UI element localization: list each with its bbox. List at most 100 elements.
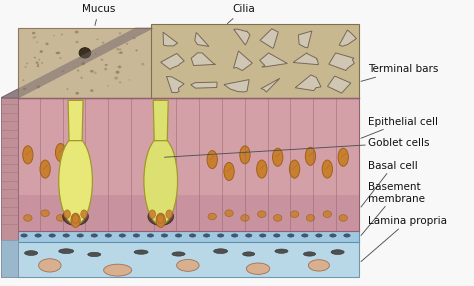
Polygon shape: [17, 240, 359, 277]
Ellipse shape: [144, 137, 178, 225]
Text: Goblet cells: Goblet cells: [164, 138, 429, 157]
Ellipse shape: [243, 252, 255, 256]
Ellipse shape: [273, 148, 283, 166]
Ellipse shape: [329, 234, 336, 237]
Ellipse shape: [231, 234, 238, 237]
Polygon shape: [161, 53, 184, 69]
Ellipse shape: [246, 263, 270, 274]
Ellipse shape: [218, 234, 224, 237]
Ellipse shape: [97, 39, 99, 40]
Polygon shape: [339, 30, 356, 46]
Ellipse shape: [175, 234, 182, 237]
Ellipse shape: [157, 214, 164, 223]
Ellipse shape: [55, 52, 59, 54]
Ellipse shape: [102, 42, 104, 44]
Ellipse shape: [257, 211, 266, 217]
Ellipse shape: [126, 43, 128, 45]
Ellipse shape: [107, 85, 109, 87]
Ellipse shape: [91, 234, 98, 237]
Polygon shape: [224, 80, 249, 92]
Ellipse shape: [90, 70, 94, 73]
Polygon shape: [0, 98, 18, 277]
Ellipse shape: [241, 214, 249, 221]
Ellipse shape: [81, 77, 83, 79]
Ellipse shape: [149, 210, 155, 219]
Ellipse shape: [305, 147, 316, 165]
Ellipse shape: [147, 234, 154, 237]
Ellipse shape: [75, 92, 79, 95]
Polygon shape: [260, 53, 287, 67]
Ellipse shape: [134, 250, 148, 254]
Ellipse shape: [61, 34, 63, 35]
Text: Epithelial cell: Epithelial cell: [361, 117, 438, 138]
Ellipse shape: [23, 80, 25, 81]
Ellipse shape: [303, 252, 316, 256]
Ellipse shape: [316, 234, 322, 237]
Ellipse shape: [331, 250, 344, 255]
Polygon shape: [260, 29, 278, 48]
Polygon shape: [163, 32, 178, 46]
Polygon shape: [191, 53, 215, 65]
Ellipse shape: [75, 41, 79, 43]
Ellipse shape: [288, 234, 294, 237]
Ellipse shape: [116, 48, 119, 50]
Ellipse shape: [290, 160, 300, 178]
Ellipse shape: [77, 70, 79, 72]
Ellipse shape: [118, 52, 120, 54]
Polygon shape: [329, 53, 354, 70]
Polygon shape: [0, 28, 153, 98]
Ellipse shape: [225, 210, 233, 217]
Ellipse shape: [21, 234, 27, 237]
Ellipse shape: [116, 71, 119, 74]
Ellipse shape: [240, 146, 250, 164]
Ellipse shape: [259, 234, 266, 237]
Ellipse shape: [40, 160, 50, 178]
Ellipse shape: [64, 210, 71, 219]
Polygon shape: [166, 76, 184, 93]
Ellipse shape: [136, 50, 137, 51]
Ellipse shape: [214, 249, 228, 253]
Ellipse shape: [59, 137, 92, 225]
Ellipse shape: [119, 48, 121, 50]
Polygon shape: [151, 24, 359, 98]
Ellipse shape: [208, 213, 217, 220]
Ellipse shape: [71, 213, 80, 227]
Ellipse shape: [273, 234, 280, 237]
Ellipse shape: [119, 51, 123, 54]
Polygon shape: [328, 76, 351, 93]
Ellipse shape: [46, 43, 49, 45]
Ellipse shape: [59, 249, 73, 253]
Ellipse shape: [118, 32, 121, 34]
Text: Terminal bars: Terminal bars: [361, 64, 438, 81]
Polygon shape: [234, 51, 252, 71]
Ellipse shape: [39, 50, 43, 53]
Ellipse shape: [55, 144, 66, 162]
Ellipse shape: [75, 31, 79, 33]
Ellipse shape: [133, 37, 136, 39]
Ellipse shape: [26, 63, 28, 64]
Ellipse shape: [161, 234, 168, 237]
Polygon shape: [191, 82, 217, 88]
Ellipse shape: [309, 260, 329, 271]
Ellipse shape: [94, 72, 97, 74]
Polygon shape: [195, 33, 209, 46]
Ellipse shape: [23, 88, 26, 90]
Ellipse shape: [166, 210, 173, 219]
Ellipse shape: [119, 81, 121, 84]
Ellipse shape: [189, 234, 196, 237]
Ellipse shape: [82, 62, 85, 65]
Ellipse shape: [38, 59, 40, 60]
Polygon shape: [295, 75, 321, 91]
Ellipse shape: [256, 160, 267, 178]
Ellipse shape: [36, 41, 38, 43]
Ellipse shape: [133, 234, 140, 237]
Ellipse shape: [79, 58, 81, 59]
Polygon shape: [18, 28, 153, 98]
Ellipse shape: [41, 62, 43, 64]
Ellipse shape: [25, 251, 37, 255]
Polygon shape: [17, 98, 359, 231]
Ellipse shape: [323, 211, 331, 217]
Ellipse shape: [339, 214, 347, 221]
Ellipse shape: [177, 259, 199, 271]
Ellipse shape: [62, 70, 64, 72]
